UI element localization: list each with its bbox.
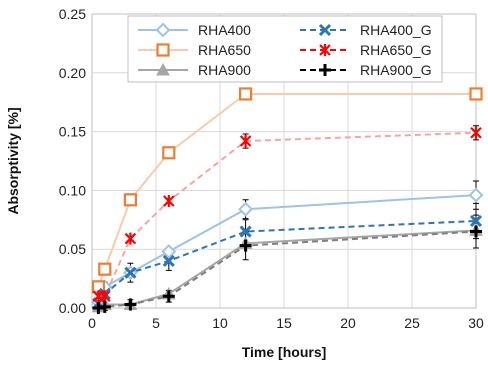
data-point [124,298,137,311]
legend-marker [156,43,170,57]
data-point [124,266,137,279]
x-tick-label: 0 [88,315,96,331]
data-point [98,300,111,313]
data-point [162,290,175,303]
y-tick-label: 0.20 [59,65,86,81]
x-tick-label: 20 [340,315,356,331]
y-tick-label: 0.15 [59,124,86,140]
series-markers [90,87,484,314]
x-axis-title: Time [hours] [242,344,327,360]
legend-label: RHA650 [198,42,251,58]
data-point [239,135,252,148]
x-tick-label: 30 [468,315,484,331]
y-tick-label: 0.00 [59,300,86,316]
legend-marker [318,23,332,37]
data-point [161,244,177,259]
y-tick-label: 0.25 [59,6,86,22]
data-point [123,193,138,207]
legend-marker [156,62,170,76]
data-point [470,225,482,238]
legend-marker [155,22,171,38]
y-tick-labels: 0.00 0.05 0.10 0.15 0.20 0.25 [59,6,86,316]
data-point [470,126,482,139]
plot-frame [91,13,477,309]
legend-label: RHA900_G [360,62,432,78]
legend-label: RHA400 [198,22,251,38]
data-point [469,214,483,228]
data-point [239,239,252,252]
data-point [468,187,484,203]
data-point [163,194,175,207]
y-tick-label: 0.10 [59,182,86,198]
legend-marker [319,44,331,56]
data-point [124,232,137,245]
data-point [238,201,254,217]
data-point [98,262,112,276]
data-point [469,87,483,101]
x-tick-label: 15 [276,315,292,331]
data-point [99,290,111,303]
series-line-rha400-g [97,219,477,304]
x-tick-labels: 0 5 10 15 20 25 30 [88,315,484,331]
data-point [162,254,175,268]
y-tick-label: 0.05 [59,241,86,257]
x-tick-label: 10 [212,315,228,331]
data-point [162,146,176,160]
data-point [239,225,252,238]
x-tick-label: 5 [152,315,160,331]
y-axis-title: Absorptivity [%] [5,107,21,214]
legend-marker [319,64,331,76]
legend-label: RHA400_G [360,22,432,38]
legend: RHA400 RHA650 RHA900 RHA400_G RHA650_G RHA900… [127,15,443,83]
data-point [239,87,253,101]
legend-label: RHA900 [198,62,251,78]
x-tick-label: 25 [404,315,420,331]
legend-label: RHA650_G [360,42,432,58]
